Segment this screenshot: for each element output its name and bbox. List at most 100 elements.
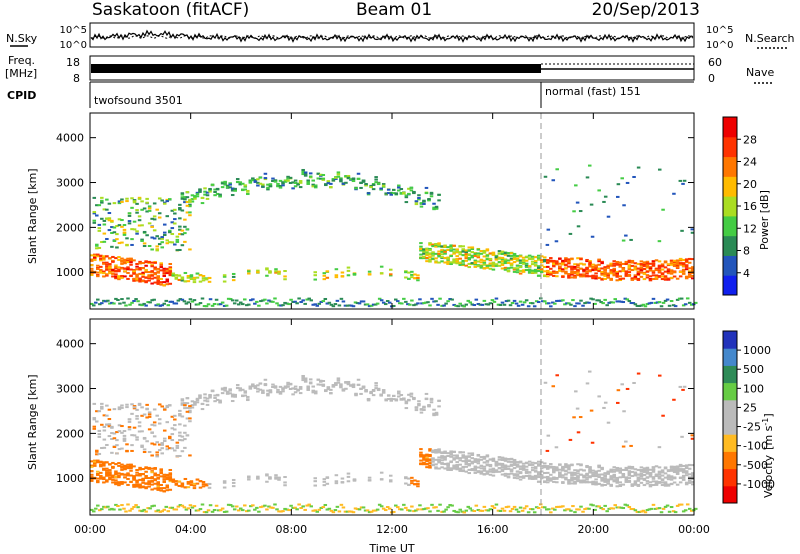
power-cell (506, 259, 511, 262)
velocity-cell (555, 505, 559, 508)
power-cell (256, 271, 260, 274)
power-cell (147, 222, 152, 225)
velocity-cell (603, 504, 607, 507)
velocity-cell (450, 504, 454, 507)
velocity-cell (105, 480, 109, 483)
velocity-cell (341, 506, 346, 509)
velocity-cell (138, 486, 142, 489)
velocity-cell (127, 418, 132, 421)
power-cell (135, 202, 139, 205)
velocity-cell (660, 481, 665, 484)
velocity-cell (132, 426, 137, 429)
power-cell (120, 241, 124, 244)
velocity-cell (561, 465, 565, 468)
power-cell (200, 297, 205, 300)
velocity-cell (637, 510, 642, 514)
velocity-cell (374, 387, 378, 390)
velocity-cell (367, 476, 372, 479)
power-cell (132, 277, 136, 280)
velocity-cell (424, 507, 428, 510)
velocity-cell (339, 384, 343, 387)
velocity-cell (419, 463, 423, 466)
velocity-cell (609, 483, 613, 486)
power-cell (138, 268, 142, 271)
velocity-cell (367, 479, 372, 482)
velocity-cell (198, 480, 203, 483)
power-cell (120, 267, 124, 270)
power-cell (624, 263, 629, 266)
power-cell (108, 270, 112, 273)
power-cell (684, 265, 689, 268)
velocity-cell (384, 398, 388, 401)
velocity-cell (630, 470, 635, 473)
power-cell (678, 270, 683, 273)
velocity-cell (654, 482, 659, 485)
power-cell (205, 191, 210, 194)
velocity-cell (414, 409, 419, 412)
velocity-cell (443, 455, 447, 458)
velocity-cell (213, 394, 217, 397)
power-cell (234, 299, 239, 302)
power-cell (428, 252, 432, 255)
velocity-cell (100, 405, 104, 408)
power-cell (183, 240, 187, 243)
velocity-cell (467, 468, 472, 471)
power-cell (331, 178, 336, 181)
velocity-cell (366, 399, 371, 402)
velocity-cell (446, 466, 450, 469)
power-cell (657, 264, 662, 267)
power-cell (102, 262, 106, 265)
velocity-cell (142, 448, 147, 451)
velocity-cell (630, 483, 635, 486)
velocity-cell (440, 459, 444, 462)
power-cell (420, 302, 424, 305)
power-cell (388, 274, 393, 277)
power-cell (117, 266, 121, 269)
velocity-cell (152, 408, 157, 411)
velocity-cell (90, 479, 94, 482)
power-cell (573, 270, 577, 273)
velocity-cell (255, 506, 259, 509)
power-cell (561, 262, 565, 265)
power-cell (669, 262, 674, 265)
velocity-cell (582, 475, 586, 478)
velocity-cell (273, 385, 278, 388)
power-cell (637, 304, 642, 308)
velocity-cell (241, 395, 245, 398)
power-cell (351, 177, 356, 180)
velocity-cell (248, 386, 253, 389)
velocity-cell (189, 483, 194, 486)
velocity-cell (105, 471, 109, 474)
power-cell (653, 301, 658, 304)
power-cell (170, 209, 175, 212)
velocity-cell (198, 508, 203, 511)
velocity-cell (630, 465, 635, 468)
power-cell (265, 274, 269, 277)
velocity-cell (512, 505, 517, 508)
power-cell (479, 250, 484, 253)
power-cell (672, 275, 677, 278)
velocity-cell (512, 462, 517, 465)
power-cell (273, 297, 277, 300)
velocity-cell (576, 431, 581, 434)
power-cell (246, 189, 250, 192)
velocity-cell (476, 462, 481, 465)
velocity-cell (117, 472, 121, 475)
power-cell (424, 192, 429, 195)
velocity-cell (335, 505, 340, 508)
power-cell (642, 272, 647, 275)
power-cell (186, 301, 191, 304)
power-cell (138, 278, 142, 281)
velocity-cell (204, 484, 209, 487)
power-cell (102, 223, 107, 226)
velocity-cell (168, 437, 172, 440)
power-cell (192, 278, 197, 281)
power-cell (230, 194, 235, 197)
power-cell (289, 298, 293, 301)
power-cell (555, 262, 559, 265)
colorbar-swatch (723, 196, 737, 217)
velocity-cell (127, 426, 132, 429)
velocity-cell (443, 462, 447, 465)
power-cell (293, 179, 298, 182)
velocity-cell (414, 509, 418, 512)
